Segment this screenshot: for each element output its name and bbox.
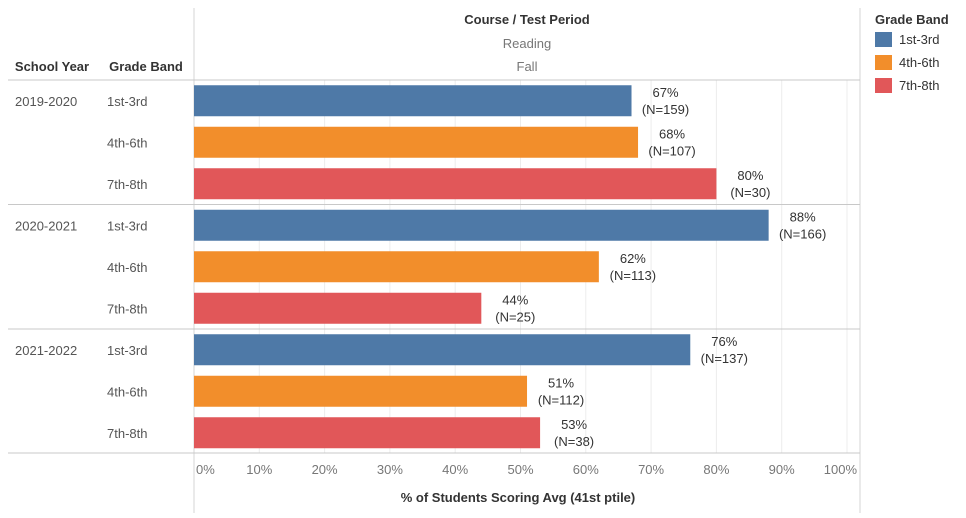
bar-count-label: (N=38) [554, 434, 594, 449]
bar-count-label: (N=25) [495, 309, 535, 324]
bar-value-label: 53% [561, 417, 587, 432]
bar-count-label: (N=113) [610, 268, 656, 283]
bar-2021-2022-4th-6th[interactable] [194, 375, 528, 407]
legend-title: Grade Band [875, 12, 949, 27]
grade-band-label: 1st-3rd [107, 343, 147, 358]
row-header-grade-band: Grade Band [109, 59, 183, 74]
bar-count-label: (N=166) [779, 226, 826, 241]
bar-count-label: (N=107) [648, 143, 695, 158]
x-tick-label: 0% [196, 462, 215, 477]
grade-band-label: 1st-3rd [107, 218, 147, 233]
course-label: Reading [503, 36, 551, 51]
legend-label-1st-3rd[interactable]: 1st-3rd [899, 32, 939, 47]
x-tick-label: 30% [377, 462, 403, 477]
x-tick-label: 10% [246, 462, 272, 477]
grade-band-label: 7th-8th [107, 177, 147, 192]
bar-2020-2021-1st-3rd[interactable] [194, 209, 769, 241]
bar-count-label: (N=112) [538, 392, 584, 407]
bar-count-label: (N=137) [701, 351, 748, 366]
bar-2021-2022-1st-3rd[interactable] [194, 334, 691, 366]
bar-value-label: 68% [659, 126, 685, 141]
bar-value-label: 76% [711, 334, 737, 349]
bar-2019-2020-4th-6th[interactable] [194, 126, 639, 158]
labels: 2019-2020 1st-3rd 67% (N=159) 4th-6th 68% (N=1… [15, 85, 826, 449]
period-label: Fall [517, 59, 538, 74]
bar-2021-2022-7th-8th[interactable] [194, 417, 541, 449]
x-axis-title: % of Students Scoring Avg (41st ptile) [401, 490, 636, 505]
school-year-label: 2020-2021 [15, 218, 77, 233]
row-header-school-year: School Year [15, 59, 89, 74]
legend[interactable]: Grade Band 1st-3rd 4th-6th 7th-8th [875, 12, 949, 93]
column-header: Course / Test Period [464, 12, 590, 27]
x-tick-label: 20% [312, 462, 338, 477]
x-tick-label: 60% [573, 462, 599, 477]
x-tick-label: 100% [824, 462, 858, 477]
legend-swatch-4th-6th[interactable] [875, 55, 892, 70]
grade-band-label: 7th-8th [107, 301, 147, 316]
grade-band-label: 1st-3rd [107, 94, 147, 109]
bars[interactable] [194, 85, 769, 449]
bar-value-label: 88% [790, 209, 816, 224]
x-tick-label: 50% [507, 462, 533, 477]
grade-band-label: 4th-6th [107, 260, 147, 275]
x-tick-label: 90% [769, 462, 795, 477]
bar-value-label: 62% [620, 251, 646, 266]
x-tick-label: 80% [703, 462, 729, 477]
bar-value-label: 44% [502, 292, 528, 307]
bar-value-label: 67% [652, 85, 678, 100]
bar-2019-2020-7th-8th[interactable] [194, 168, 717, 200]
bar-value-label: 51% [548, 375, 574, 390]
bar-count-label: (N=30) [730, 185, 770, 200]
bar-2020-2021-4th-6th[interactable] [194, 251, 599, 283]
school-year-label: 2021-2022 [15, 343, 77, 358]
grade-band-label: 4th-6th [107, 135, 147, 150]
x-axis-ticks: 0% 10% 20% 30% 40% 50% 60% 70% 80% 90% 100% [196, 462, 857, 477]
legend-swatch-7th-8th[interactable] [875, 78, 892, 93]
bar-2019-2020-1st-3rd[interactable] [194, 85, 632, 117]
legend-label-7th-8th[interactable]: 7th-8th [899, 78, 939, 93]
bar-count-label: (N=159) [642, 102, 689, 117]
legend-swatch-1st-3rd[interactable] [875, 32, 892, 47]
grade-band-label: 7th-8th [107, 426, 147, 441]
x-tick-label: 40% [442, 462, 468, 477]
x-tick-label: 70% [638, 462, 664, 477]
bar-value-label: 80% [737, 168, 763, 183]
school-year-label: 2019-2020 [15, 94, 77, 109]
grade-band-label: 4th-6th [107, 384, 147, 399]
bar-2020-2021-7th-8th[interactable] [194, 292, 482, 324]
legend-label-4th-6th[interactable]: 4th-6th [899, 55, 939, 70]
